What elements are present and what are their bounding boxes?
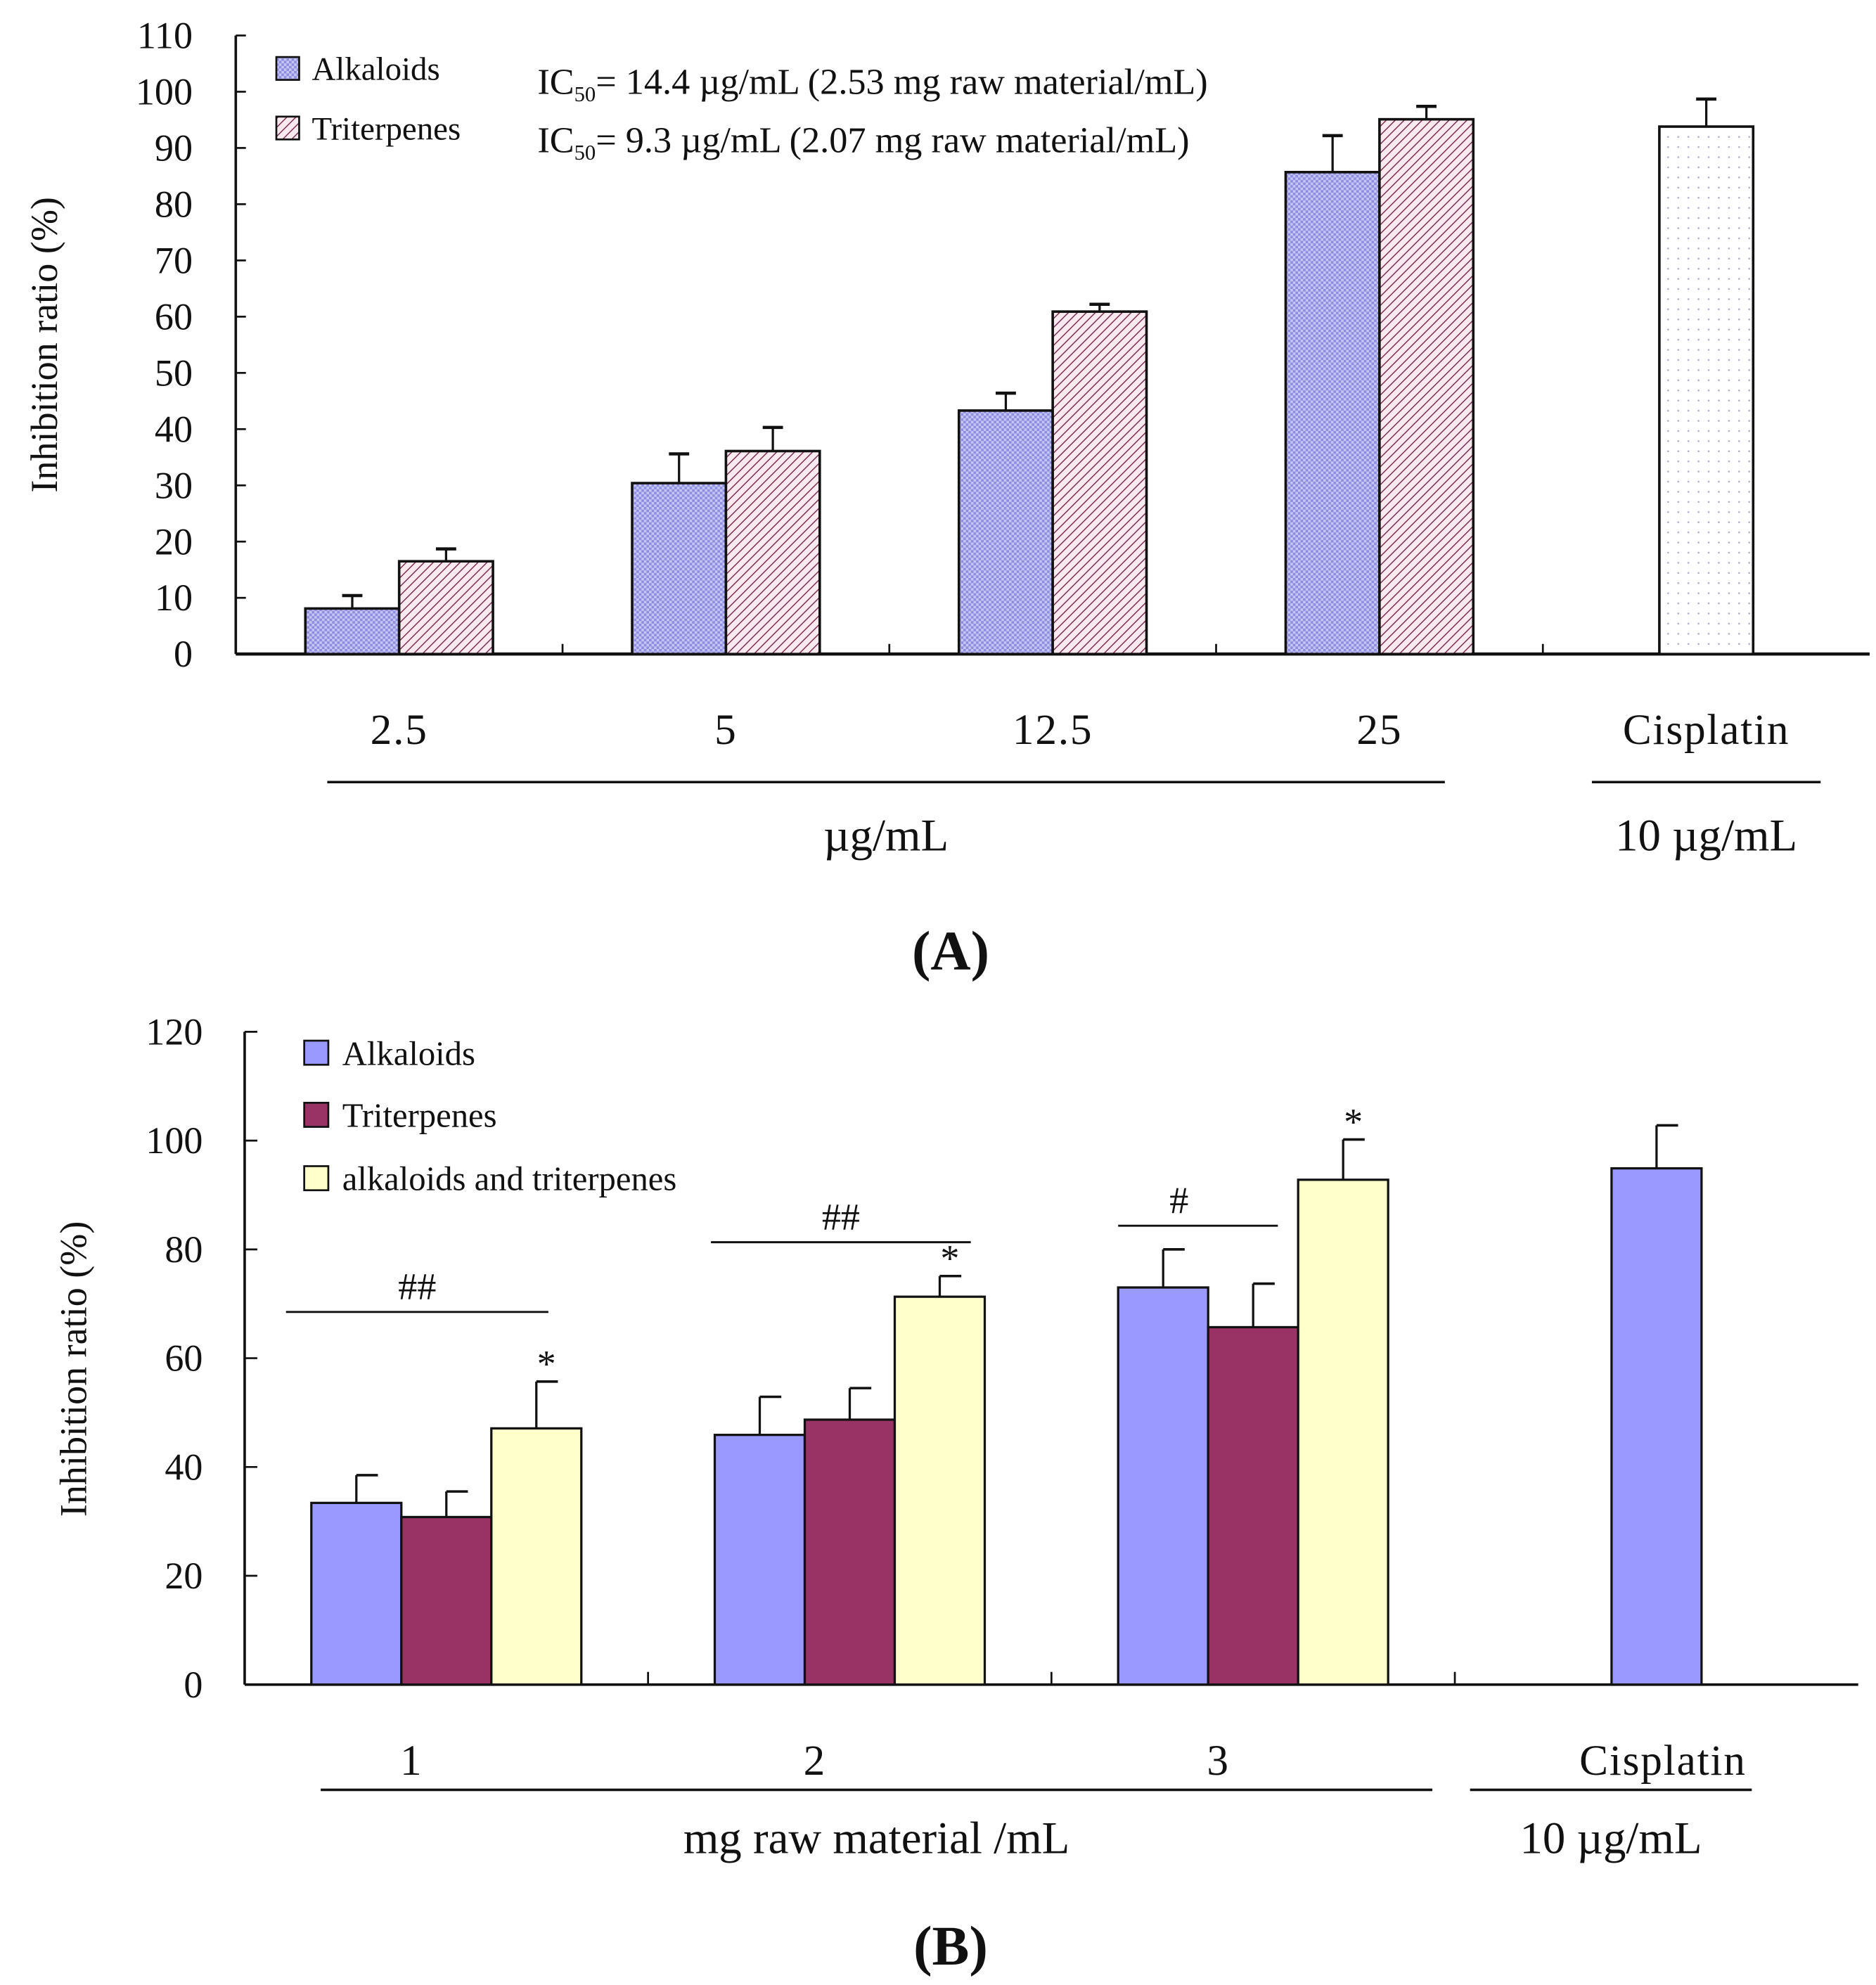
legend-a: Alkaloids Triterpenes (275, 51, 461, 147)
y-tick-label: 0 (174, 633, 193, 675)
x-axis-a: 2.5 5 12.5 25 Cisplatin µg/mL 10 µg/mL (327, 706, 1821, 861)
legend-label-triterpenes: Triterpenes (311, 110, 461, 147)
bars-b (310, 1124, 1703, 1686)
ic50-alkaloids: IC50= 14.4 µg/mL (2.53 mg raw material/m… (537, 61, 1207, 106)
y-tick-label: 10 (155, 577, 193, 619)
y-tick-label: 120 (146, 1010, 203, 1053)
y-tick-label: 30 (155, 464, 193, 506)
bar-triterpenes (803, 1418, 897, 1686)
legend-label-combination: alkaloids and triterpenes (342, 1160, 677, 1198)
y-tick-label: 80 (165, 1228, 203, 1271)
x-tick-label: 25 (1356, 706, 1402, 754)
group-label: mg raw material /mL (683, 1813, 1069, 1864)
significance-star: * (1344, 1100, 1363, 1143)
panel-a: 0 10 20 30 40 50 60 70 80 90 100 110 Inhibition rat… (23, 15, 1870, 982)
bar-alkaloids (631, 482, 728, 655)
panel-label-a: (A) (912, 920, 989, 982)
bar-triterpenes (1378, 117, 1475, 655)
legend-swatch-alkaloids (303, 1039, 330, 1066)
bar-alkaloids (1610, 1167, 1703, 1686)
legend-label-triterpenes: Triterpenes (342, 1097, 497, 1135)
legend-swatch-alkaloids (275, 56, 300, 81)
y-axis-label-b: Inhibition ratio (%) (53, 1221, 95, 1517)
legend-label-alkaloids: Alkaloids (342, 1034, 475, 1072)
y-tick-label: 60 (165, 1337, 203, 1380)
significance-hash: ## (822, 1196, 860, 1238)
y-tick-label: 60 (155, 295, 193, 338)
y-axis-a: 0 10 20 30 40 50 60 70 80 90 100 110 (136, 15, 1870, 675)
x-tick-label: 1 (400, 1737, 422, 1785)
y-tick-label: 110 (137, 15, 193, 57)
x-tick-label: 5 (714, 706, 737, 754)
significance-marks: * ## * ## * # (285, 1100, 1363, 1385)
significance-hash: ## (398, 1266, 436, 1308)
legend-swatch-combination (303, 1165, 330, 1192)
y-tick-label: 70 (155, 239, 193, 281)
group-label: 10 µg/mL (1615, 811, 1797, 861)
bar-alkaloids (1284, 171, 1381, 655)
significance-hash: # (1169, 1179, 1188, 1221)
y-tick-label: 100 (136, 70, 193, 113)
bar-alkaloids-and-triterpenes (490, 1427, 583, 1686)
ic50-annotations: IC50= 14.4 µg/mL (2.53 mg raw material/m… (537, 61, 1207, 165)
bar-alkaloids (1117, 1286, 1209, 1686)
group-label: µg/mL (823, 811, 949, 861)
bar-alkaloids (713, 1434, 807, 1686)
ic50-triterpenes: IC50= 9.3 µg/mL (2.07 mg raw material/mL… (537, 120, 1189, 165)
x-tick-label: 3 (1207, 1737, 1228, 1785)
bar-alkaloids (310, 1501, 403, 1686)
y-tick-label: 90 (155, 127, 193, 169)
panel-label-b: (B) (913, 1915, 988, 1977)
y-axis-label-a: Inhibition ratio (%) (23, 197, 65, 493)
bar-cisplatin (1658, 125, 1755, 655)
y-tick-label: 40 (165, 1446, 203, 1488)
x-axis-b: 1 2 3 Cisplatin mg raw material /mL 10 µg/mL (321, 1737, 1752, 1864)
y-tick-label: 80 (155, 183, 193, 225)
y-tick-label: 0 (184, 1664, 203, 1706)
bar-alkaloids-and-triterpenes (893, 1295, 987, 1686)
y-tick-label: 100 (146, 1119, 203, 1162)
y-tick-label: 50 (155, 352, 193, 394)
y-tick-label: 20 (165, 1555, 203, 1597)
x-tick-label: 12.5 (1013, 706, 1093, 754)
bar-alkaloids-and-triterpenes (1297, 1178, 1389, 1686)
significance-star: * (940, 1238, 959, 1280)
bar-triterpenes (1051, 310, 1148, 655)
bar-triterpenes (400, 1515, 493, 1686)
x-tick-label: Cisplatin (1623, 706, 1790, 754)
y-tick-label: 40 (155, 408, 193, 450)
y-axis-b: 0 20 40 60 80 100 120 (146, 1010, 1858, 1706)
x-tick-label: 2 (804, 1737, 825, 1785)
bar-triterpenes (1207, 1325, 1299, 1686)
legend-swatch-triterpenes (303, 1101, 330, 1128)
bars-a (304, 97, 1755, 655)
legend-b: Alkaloids Triterpenes alkaloids and trit… (303, 1034, 677, 1198)
x-tick-label: 2.5 (371, 706, 428, 754)
legend-swatch-triterpenes (275, 115, 300, 141)
bar-triterpenes (724, 449, 821, 655)
group-label: 10 µg/mL (1520, 1813, 1702, 1864)
legend-label-alkaloids: Alkaloids (311, 51, 439, 88)
bar-alkaloids (304, 607, 401, 655)
significance-star: * (537, 1343, 556, 1385)
x-tick-label: Cisplatin (1579, 1737, 1747, 1785)
bar-alkaloids (957, 409, 1054, 655)
y-tick-label: 20 (155, 520, 193, 563)
bar-triterpenes (397, 560, 494, 655)
